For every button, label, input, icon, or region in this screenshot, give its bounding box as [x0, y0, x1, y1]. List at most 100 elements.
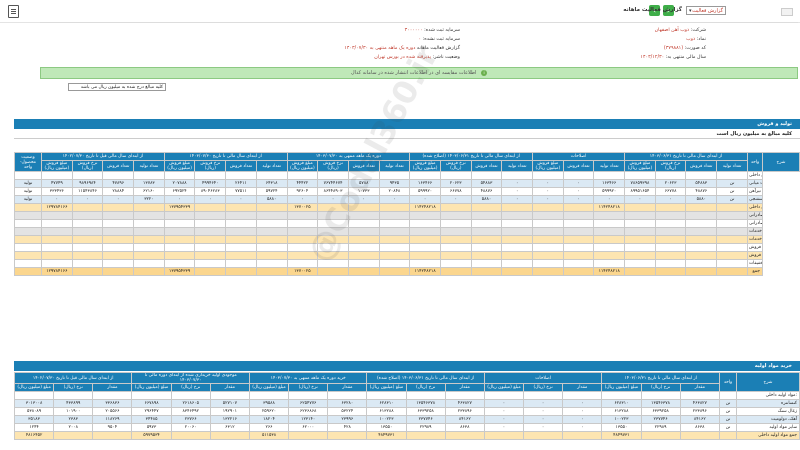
column-subheader: مبلغ (میلیون ریال) [131, 383, 172, 392]
table-row: ۴۸۱۶۴۵۲ ۵۹۷۹۵۳۴ ۵۱۱۵۳۸ ۴۸۴۹۷۳۱ ۴۸۴۹۷۳۱ جمع مو… [13, 431, 800, 440]
table-cell [255, 235, 288, 244]
table-cell [562, 259, 595, 268]
table-cell: ۵۹۷۳ [131, 423, 172, 432]
close-icon[interactable] [781, 8, 793, 16]
table-cell: ۰ [532, 179, 564, 188]
table-cell [194, 171, 227, 180]
table-cell: ۶۶۷۷۸ [439, 187, 472, 196]
row-unit: تن [716, 179, 748, 188]
table-cell: ۵۲۷۱۰۷ [209, 399, 250, 408]
table-cell [71, 259, 104, 268]
table-cell [593, 259, 626, 268]
table-cell [225, 267, 257, 276]
row-unit [716, 267, 748, 276]
prev-report-button[interactable]: ‹ [649, 5, 660, 16]
column-subheader: تعداد تولید [716, 160, 748, 172]
table-cell [501, 259, 533, 268]
table-cell [593, 227, 626, 236]
table-cell: ۵۹۹۹۲۰ [593, 187, 626, 196]
table-cell [685, 219, 718, 228]
table-cell [439, 219, 472, 228]
column-subheader: مبلغ فروش (میلیون ریال) [532, 160, 564, 172]
table-cell [133, 219, 165, 228]
table-cell: ۰ [562, 407, 603, 416]
table-cell [501, 211, 533, 220]
table-cell [133, 171, 165, 180]
statement-code: کد صورت: (۳۷۹۸۸۱) [663, 46, 706, 51]
table-cell: ۰ [41, 195, 73, 204]
row-unit [716, 227, 748, 236]
table-row: ۱۲۹۷۸۴۱۶۶ ۱۳۷۹۵۴۳۳۹ ۱۳۷۰۰۲۵ ۱۱۴۲۴۸۲۱۸ ۱۱۴۲۴۸… [14, 203, 800, 212]
table-cell: ۰ [562, 399, 603, 408]
column-subheader: مقدار [209, 383, 250, 392]
table-cell [347, 251, 380, 260]
table-cell: ۷۷۵۱۱ [225, 187, 257, 196]
table-cell: ۲۳۷۷۴۶ [405, 415, 446, 424]
table-cell [439, 235, 472, 244]
table-cell [501, 203, 533, 212]
table-cell [378, 243, 411, 252]
table-cell [501, 171, 533, 180]
table-row: جمع برگشت از فروش [14, 251, 800, 260]
table-cell: ۴۸۱۶۴۵۲ [13, 431, 55, 440]
report-type-select[interactable]: ▾ گزارش فعالیت [686, 6, 726, 15]
table-cell [102, 203, 135, 212]
table-cell [439, 251, 472, 260]
table-cell [14, 243, 42, 252]
column-subheader: مبلغ (میلیون ریال) [601, 383, 642, 392]
table-cell: ۲۰۶۲۳ [439, 179, 472, 188]
table-cell [470, 211, 503, 220]
table-cell: ۲۳۸۳ [53, 415, 94, 424]
table-cell [593, 251, 626, 260]
table-cell [255, 171, 288, 180]
table-cell [562, 267, 595, 276]
table-cell: ۸۴۱۶۲ [679, 415, 721, 424]
column-group-header: از ابتدای سال مالی قبل تا تاریخ ۱۴۰۲/۰۷/… [13, 372, 133, 384]
table-cell [194, 211, 227, 220]
table-cell: ۸۶۳۸ [444, 423, 485, 432]
table-cell [194, 259, 227, 268]
table-cell [562, 391, 603, 400]
table-cell: ۵۳۲۲۴ [327, 407, 368, 416]
table-cell: ۴۸۸۷۶ [470, 187, 503, 196]
table-cell [654, 243, 687, 252]
table-cell [225, 235, 257, 244]
next-report-button[interactable]: › [663, 5, 674, 16]
table-cell [523, 431, 564, 440]
table-cell [654, 251, 687, 260]
notice-text: اطلاعات مقایسه ای در اطلاعات انتشار شده … [350, 70, 477, 76]
column-subheader: تعداد تولید [501, 160, 533, 172]
table-cell: ۲۰۵۵۶۶ [92, 407, 133, 416]
table-cell [624, 171, 656, 180]
table-cell: ۰ [483, 399, 525, 408]
table-cell: ۰ [523, 415, 564, 424]
table-cell [624, 227, 656, 236]
table-cell [53, 391, 94, 400]
table-cell: تولید [14, 195, 42, 204]
table-cell: ۶۲۳۶۸۶۸ [288, 407, 329, 416]
table-cell [225, 219, 257, 228]
table-cell [41, 211, 73, 220]
section-production-sales-subtitle: کلیه مبالغ به میلیون ریال است [14, 130, 800, 139]
table-cell: ۶۱۳۲۸۸ [366, 407, 407, 416]
row-label: جمع درآمد ارائه خدمات [747, 235, 763, 244]
registered-capital: سرمایه ثبت شده: ۳۰۰۰۰۰۰ [404, 28, 460, 33]
table-cell: ۲۰۷۸۸۸ [163, 179, 196, 188]
column-header: واحد [747, 152, 763, 172]
table-cell [327, 431, 368, 440]
table-cell: ۳۳۳۴۳۶ [41, 187, 73, 196]
table-cell [685, 259, 718, 268]
table-cell: ۵۴۸۸۳ [685, 179, 718, 188]
table-cell: ۶۶۷۷۸ [654, 187, 687, 196]
table-cell [194, 243, 227, 252]
row-label: فروش داخلی: [747, 171, 763, 180]
print-icon[interactable] [8, 5, 19, 18]
table-cell: ۸۹۰۴۶۲۸۳ [194, 187, 227, 196]
section-raw-materials-header: خرید مواد اولیه [14, 361, 800, 371]
table-cell: ۶۲۸۳۱۰ [366, 399, 407, 408]
table-cell [366, 391, 407, 400]
table-cell: ۰ [562, 415, 603, 424]
table-cell [14, 211, 42, 220]
table-cell [14, 267, 42, 276]
table-cell: ۲۶۴۱۱ [225, 179, 257, 188]
